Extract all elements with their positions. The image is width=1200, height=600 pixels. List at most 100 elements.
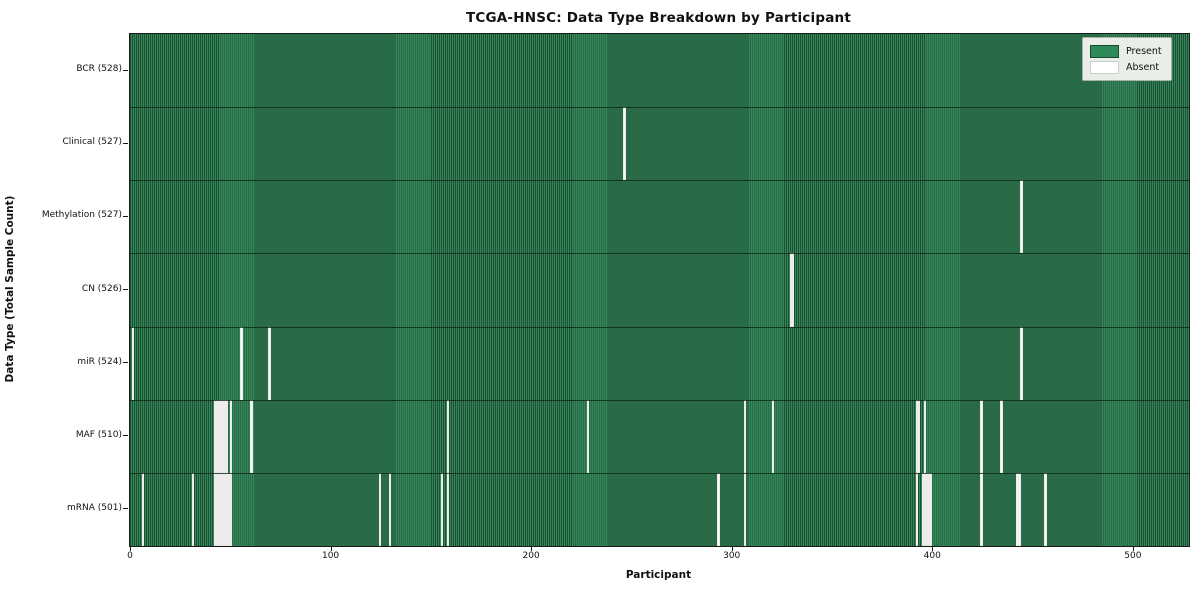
absent-cell: [918, 399, 921, 473]
y-tick-mark: [123, 289, 128, 290]
x-axis-label: Participant: [625, 569, 692, 581]
y-tick-mark: [123, 362, 128, 364]
absent-cell: [222, 399, 225, 473]
y-tick-label-miR: miR (524): [77, 356, 122, 367]
absent-cell: [446, 399, 450, 473]
x-tick-label-500: 500: [1124, 551, 1142, 561]
x-tick-mark: [130, 546, 131, 551]
y-tick-mark: [123, 215, 128, 217]
legend-present-label: Present: [1126, 45, 1162, 57]
legend-absent-label: Absent: [1126, 61, 1160, 73]
absent-cell: [717, 472, 720, 546]
absent-cell: [743, 399, 746, 473]
absent-cell: [131, 326, 135, 400]
absent-cell: [924, 472, 927, 546]
heatmap-row-miR: [130, 326, 1189, 400]
row-divider: [130, 326, 1189, 328]
absent-cell: [218, 399, 221, 473]
absent-cell: [268, 326, 271, 400]
absent-cell: [388, 472, 391, 546]
y-tick-mark: [123, 435, 128, 437]
heatmap-row-mRNA: [130, 472, 1189, 546]
y-tick-label-Methylation: Methylation (527): [41, 210, 122, 221]
x-tick-mark: [731, 546, 733, 551]
x-tick-label-0: 0: [127, 551, 133, 561]
absent-cell: [230, 472, 233, 546]
absent-cell: [226, 472, 229, 546]
legend-present-swatch: [1090, 44, 1119, 58]
absent-cell: [980, 399, 983, 473]
absent-cell: [220, 472, 223, 546]
legend-entry-absent: Absent: [1090, 59, 1164, 75]
heatmap-row-Clinical: [130, 107, 1189, 181]
absent-cell: [224, 472, 227, 546]
absent-cell: [216, 472, 219, 546]
row-divider: [130, 399, 1189, 401]
row-divider: [130, 180, 1189, 182]
absent-cell: [623, 107, 626, 181]
absent-cell: [1020, 180, 1023, 254]
x-tick-mark: [932, 546, 934, 551]
y-tick-label-MAF: MAF (510): [75, 429, 122, 440]
absent-cell: [218, 472, 221, 546]
heatmap-plot-area: [129, 33, 1190, 547]
absent-cell: [916, 399, 919, 473]
heatmap-row-Methylation: [130, 180, 1189, 254]
absent-cell: [922, 472, 925, 546]
x-tick-mark: [330, 546, 332, 551]
y-tick-label-BCR: BCR (528): [76, 64, 122, 75]
absent-cell: [924, 399, 927, 473]
row-divider: [130, 472, 1189, 474]
absent-cell: [930, 472, 933, 546]
absent-cell: [926, 472, 929, 546]
x-tick-mark: [1132, 546, 1134, 551]
absent-cell: [916, 472, 919, 546]
y-tick-label-Clinical: Clinical (527): [62, 137, 122, 148]
absent-cell: [240, 326, 243, 400]
legend: Present Absent: [1082, 37, 1172, 81]
absent-cell: [141, 472, 145, 546]
absent-cell: [226, 399, 229, 473]
absent-cell: [440, 472, 444, 546]
row-divider: [130, 107, 1189, 109]
chart-title: TCGA-HNSC: Data Type Breakdown by Partic…: [465, 10, 851, 26]
absent-cell: [928, 472, 931, 546]
heatmap-row-BCR: [130, 34, 1189, 107]
x-tick-label-100: 100: [321, 551, 340, 561]
x-tick-label-200: 200: [522, 551, 540, 561]
absent-cell: [587, 399, 590, 473]
absent-cell: [228, 472, 231, 546]
absent-cell: [378, 472, 381, 546]
heatmap-row-MAF: [130, 399, 1189, 473]
x-tick-label-400: 400: [923, 551, 941, 561]
heatmap-row-CN: [130, 253, 1189, 327]
x-tick-label-300: 300: [723, 551, 741, 561]
legend-entry-present: Present: [1090, 43, 1164, 59]
absent-cell: [214, 399, 217, 473]
y-tick-label-mRNA: mRNA (501): [67, 502, 122, 513]
absent-cell: [446, 472, 450, 546]
absent-cell: [789, 253, 793, 327]
absent-cell: [214, 472, 217, 546]
row-divider: [130, 253, 1189, 255]
absent-cell: [224, 399, 227, 473]
y-tick-mark: [123, 142, 128, 144]
absent-cell: [250, 399, 253, 473]
absent-cell: [771, 399, 774, 473]
absent-cell: [1020, 326, 1023, 400]
y-tick-mark: [123, 69, 128, 71]
absent-cell: [1018, 472, 1021, 546]
absent-cell: [1044, 472, 1047, 546]
absent-cell: [743, 472, 746, 546]
absent-cell: [220, 399, 223, 473]
y-tick-label-CN: CN (526): [81, 283, 122, 294]
legend-absent-swatch: [1090, 60, 1119, 74]
absent-cell: [1016, 472, 1019, 546]
x-tick-mark: [531, 546, 533, 551]
absent-cell: [216, 399, 219, 473]
y-tick-mark: [123, 508, 128, 510]
absent-cell: [230, 399, 233, 473]
absent-cell: [1000, 399, 1003, 473]
absent-cell: [191, 472, 195, 546]
